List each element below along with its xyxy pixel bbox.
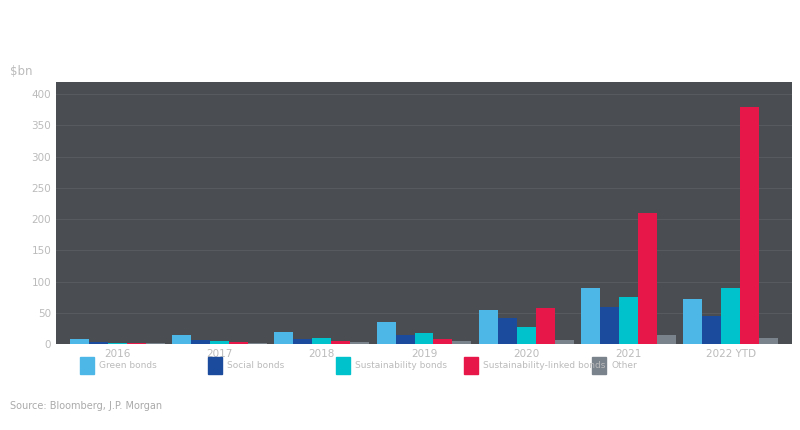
Bar — [274, 332, 294, 344]
Text: Global sustainable debt issuance, YTD is running below 2021 levels: Global sustainable debt issuance, YTD is… — [10, 22, 516, 36]
Bar — [350, 342, 370, 344]
Bar — [336, 357, 350, 374]
Text: Sustainability bonds: Sustainability bonds — [355, 361, 447, 370]
Bar — [464, 357, 478, 374]
Bar — [554, 340, 574, 344]
Bar — [657, 335, 676, 344]
Bar — [619, 297, 638, 344]
Text: $bn: $bn — [10, 64, 32, 77]
Bar — [312, 338, 331, 344]
Bar — [536, 308, 554, 344]
Bar — [683, 299, 702, 344]
Text: Sustainability-linked bonds: Sustainability-linked bonds — [483, 361, 606, 370]
Bar — [294, 339, 312, 344]
Bar — [208, 357, 222, 374]
Bar — [517, 326, 536, 344]
Bar — [377, 322, 395, 344]
Bar — [414, 333, 434, 344]
Text: Source: Bloomberg, J.P. Morgan: Source: Bloomberg, J.P. Morgan — [10, 401, 162, 412]
Bar — [498, 318, 517, 344]
Bar — [172, 335, 191, 344]
Bar — [70, 339, 89, 344]
Bar — [210, 341, 229, 344]
Bar — [331, 341, 350, 344]
Bar — [229, 342, 248, 344]
Text: Other: Other — [611, 361, 637, 370]
Bar — [248, 343, 267, 344]
Text: Social bonds: Social bonds — [227, 361, 285, 370]
Bar — [434, 339, 453, 344]
Bar — [759, 338, 778, 344]
Bar — [395, 335, 414, 344]
Bar — [108, 343, 127, 344]
Bar — [740, 107, 759, 344]
Bar — [80, 357, 94, 374]
Bar — [89, 342, 108, 344]
Bar — [592, 357, 606, 374]
Bar — [702, 316, 721, 344]
Bar — [191, 340, 210, 344]
Bar — [478, 310, 498, 344]
Bar — [600, 307, 619, 344]
Bar — [581, 288, 600, 344]
Bar — [453, 341, 471, 344]
Text: Green bonds: Green bonds — [99, 361, 157, 370]
Bar — [638, 213, 657, 344]
Bar — [721, 288, 740, 344]
